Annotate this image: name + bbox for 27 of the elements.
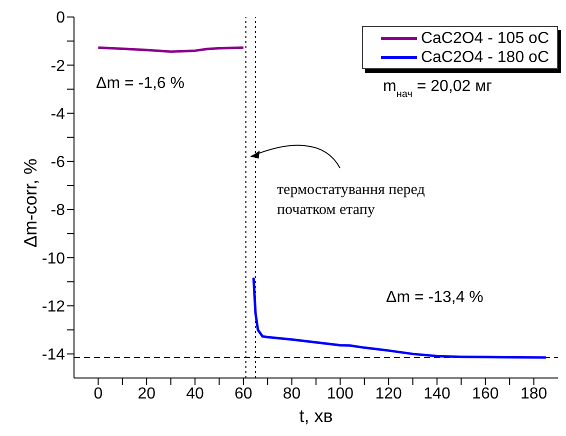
annotation: термостатування перед початком етапу (277, 182, 426, 218)
x-tick-label: 100 (326, 385, 354, 402)
x-tick-label: 60 (234, 385, 252, 402)
x-axis-title: t, хв (299, 406, 333, 426)
x-tick-label: 0 (94, 385, 103, 402)
y-tick-label: -14 (42, 346, 66, 364)
annotation: m$_{нач}$ = 20,02 мг (383, 78, 492, 100)
y-tick-label: -8 (50, 202, 66, 220)
x-tick-label: 160 (472, 385, 499, 402)
y-tick-label: -12 (42, 298, 66, 316)
y-axis-title: Δm-corr, % (20, 158, 40, 248)
y-tick-label: -4 (50, 106, 66, 123)
x-tick-label: 180 (520, 385, 548, 402)
y-tick-label: -6 (50, 154, 66, 172)
annotation: Δm = -13,4 % (386, 289, 484, 306)
line-series (252, 276, 548, 359)
y-tick-label: -10 (42, 250, 66, 268)
x-tick-label: 140 (424, 385, 450, 402)
legend-label: CaC2O4 - 105 oC (420, 29, 549, 48)
x-tick-label: 120 (375, 385, 402, 402)
x-tick-label: 80 (282, 385, 301, 402)
legend-label: CaC2O4 - 180 oC (420, 48, 549, 67)
annotation: Δm = -1,6 % (96, 75, 184, 92)
y-tick-label: -2 (50, 58, 66, 75)
x-tick-label: 40 (186, 385, 204, 402)
x-tick-label: 20 (138, 385, 156, 402)
y-tick-label: 0 (56, 10, 66, 27)
